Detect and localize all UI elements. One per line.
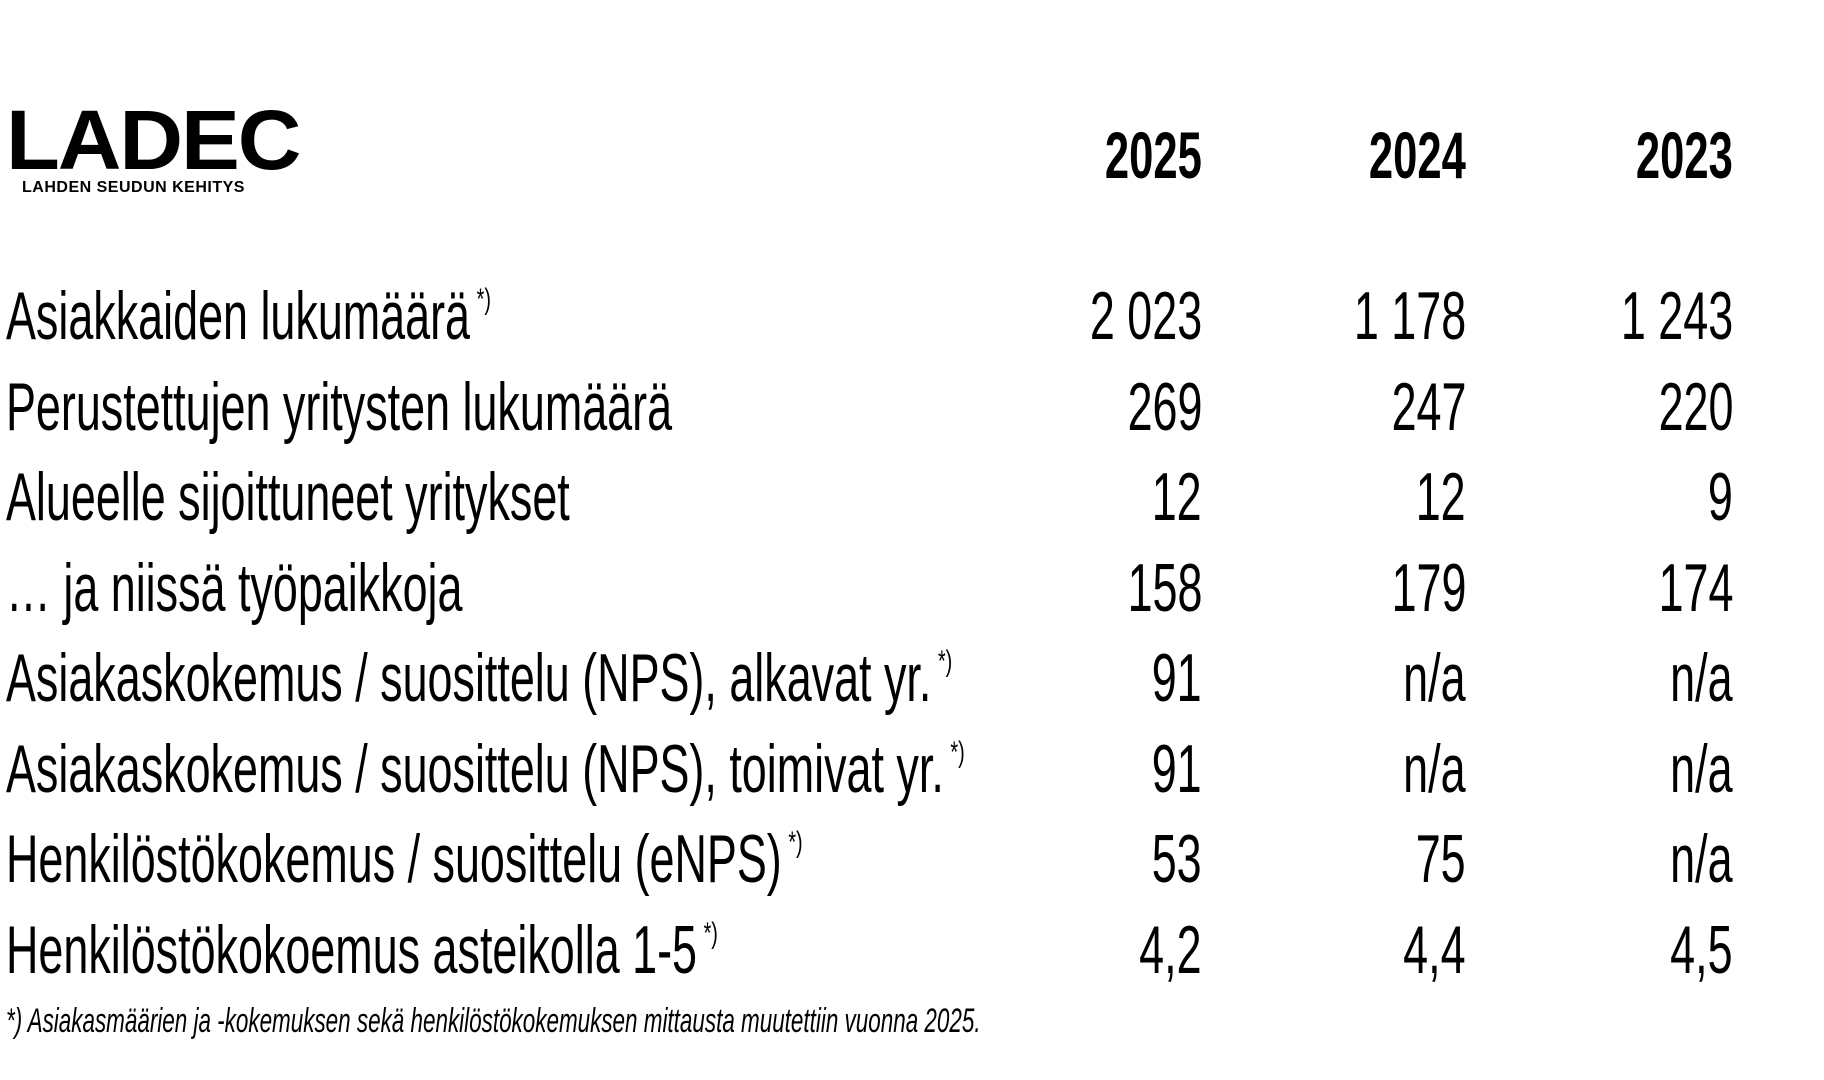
cell-value: 4,5 — [1670, 911, 1733, 988]
cell-value: n/a — [1670, 821, 1733, 897]
year-header: 2024 — [1369, 118, 1466, 192]
cell-value: 91 — [1152, 730, 1202, 807]
label-text: Asiakaskokemus / suosittelu (NPS), toimi… — [6, 730, 944, 807]
year-header: 2025 — [1105, 118, 1202, 192]
note-marker: *) — [937, 645, 953, 678]
cell-value: 247 — [1391, 368, 1466, 445]
cell-value: n/a — [1670, 640, 1733, 716]
row-label: Asiakaskokemus / suosittelu (NPS), alkav… — [6, 644, 952, 712]
cell-value: 75 — [1416, 821, 1466, 897]
cell-value: 220 — [1658, 368, 1733, 445]
cell-value: n/a — [1403, 640, 1466, 716]
row-label: Henkilöstökokoemus asteikolla 1-5 *) — [6, 916, 718, 984]
row-label: Perustettujen yritysten lukumäärä — [6, 373, 672, 441]
label-text: Asiakkaiden lukumäärä — [6, 278, 471, 354]
label-text: Perustettujen yritysten lukumäärä — [6, 368, 673, 445]
label-text: … ja niissä työpaikkoja — [6, 549, 463, 626]
logo: LADEC — [6, 93, 301, 187]
cell-value: 12 — [1152, 459, 1202, 535]
cell-value: 4,4 — [1403, 911, 1466, 988]
cell-value: 269 — [1127, 368, 1202, 445]
label-text: Henkilöstökokemus / suosittelu (eNPS) — [6, 821, 782, 897]
cell-value: 158 — [1127, 549, 1202, 626]
note-marker: *) — [703, 916, 718, 950]
label-text: Alueelle sijoittuneet yritykset — [6, 459, 570, 535]
footnote: *) Asiakasmäärien ja -kokemuksen sekä he… — [6, 1002, 981, 1040]
label-text: Asiakaskokemus / suosittelu (NPS), alkav… — [6, 640, 932, 716]
row-label: Alueelle sijoittuneet yritykset — [6, 463, 570, 531]
cell-value: 1 243 — [1620, 278, 1733, 354]
year-header: 2023 — [1636, 118, 1733, 192]
note-marker: *) — [476, 283, 491, 316]
label-text: Henkilöstökokoemus asteikolla 1-5 — [6, 911, 697, 988]
row-label: Asiakaskokemus / suosittelu (NPS), toimi… — [6, 735, 965, 803]
cell-value: 12 — [1416, 459, 1466, 535]
cell-value: 174 — [1658, 549, 1733, 626]
cell-value: 91 — [1152, 640, 1202, 716]
cell-value: n/a — [1670, 730, 1733, 807]
row-label: Asiakkaiden lukumäärä *) — [6, 282, 491, 350]
cell-value: 53 — [1152, 821, 1202, 897]
note-marker: *) — [950, 735, 965, 769]
cell-value: 179 — [1391, 549, 1466, 626]
note-marker: *) — [788, 826, 803, 859]
cell-value: 4,2 — [1139, 911, 1202, 988]
row-label: … ja niissä työpaikkoja — [6, 554, 462, 622]
cell-value: 9 — [1708, 459, 1733, 535]
logo-subtitle: LAHDEN SEUDUN KEHITYS — [22, 179, 245, 196]
cell-value: 2 023 — [1089, 278, 1202, 354]
cell-value: n/a — [1403, 730, 1466, 807]
row-label: Henkilöstökokemus / suosittelu (eNPS) *) — [6, 825, 803, 893]
cell-value: 1 178 — [1353, 278, 1466, 354]
